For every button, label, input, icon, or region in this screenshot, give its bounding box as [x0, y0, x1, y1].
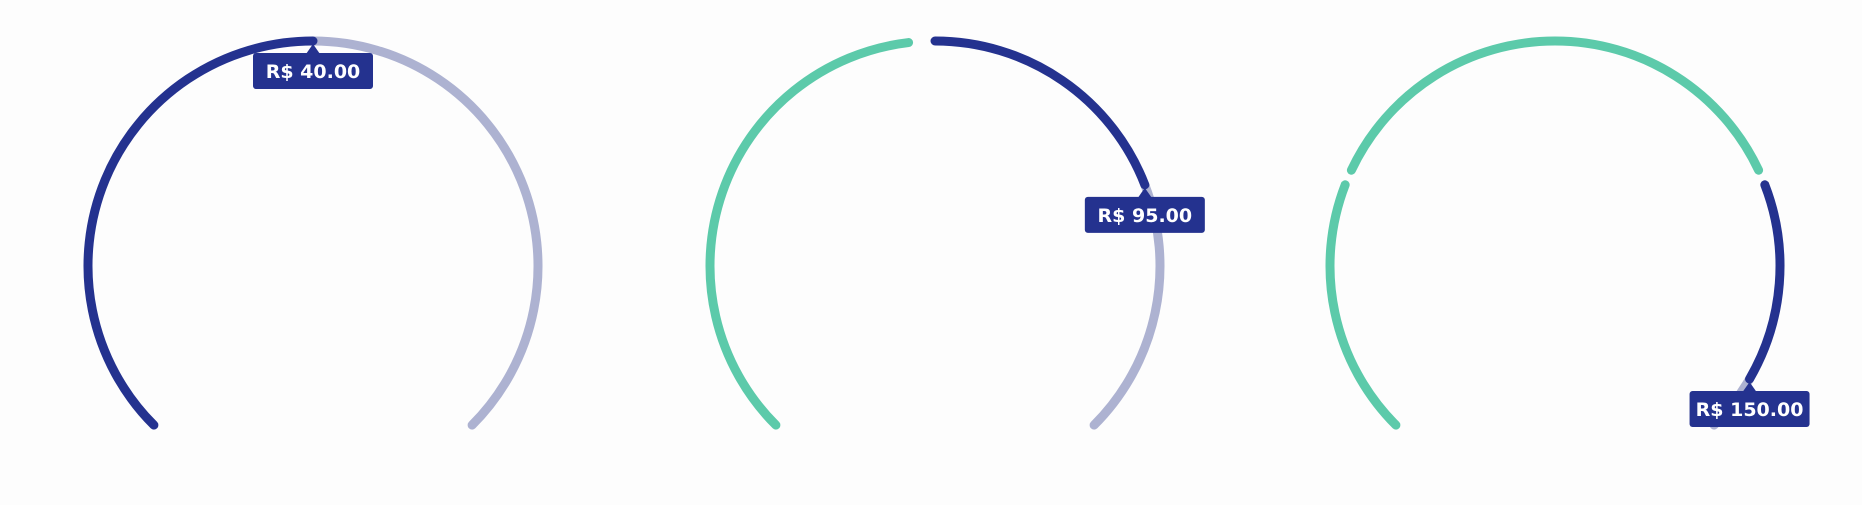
range-arc-1[interactable] [1325, 180, 1401, 430]
tooltip-box [1689, 391, 1810, 428]
tooltip-box [1084, 196, 1205, 233]
range-arc[interactable] [705, 38, 914, 430]
arc-slider-2[interactable]: R$ 95.00 [705, 36, 1205, 430]
tooltip-label: R$ 150.00 [1696, 399, 1804, 421]
value-tooltip: R$ 150.00 [1689, 382, 1810, 428]
tooltip-arrow [1137, 187, 1152, 198]
range-arc-2[interactable] [1346, 36, 1764, 175]
value-arc[interactable] [83, 36, 318, 430]
arc-slider-3[interactable]: R$ 150.00 [1325, 36, 1810, 430]
tooltip-label: R$ 40.00 [266, 61, 361, 83]
tooltip-arrow [306, 44, 320, 54]
tooltip-box [253, 53, 373, 89]
arc-slider-1[interactable]: R$ 40.00 [83, 36, 543, 430]
tooltip-arrow [1742, 382, 1757, 393]
value-tooltip: R$ 40.00 [253, 44, 373, 89]
value-arc[interactable] [930, 36, 1150, 190]
value-tooltip: R$ 95.00 [1084, 187, 1205, 233]
tooltip-label: R$ 95.00 [1098, 205, 1193, 227]
value-arc[interactable] [1745, 180, 1785, 384]
track-arc[interactable] [308, 36, 543, 430]
